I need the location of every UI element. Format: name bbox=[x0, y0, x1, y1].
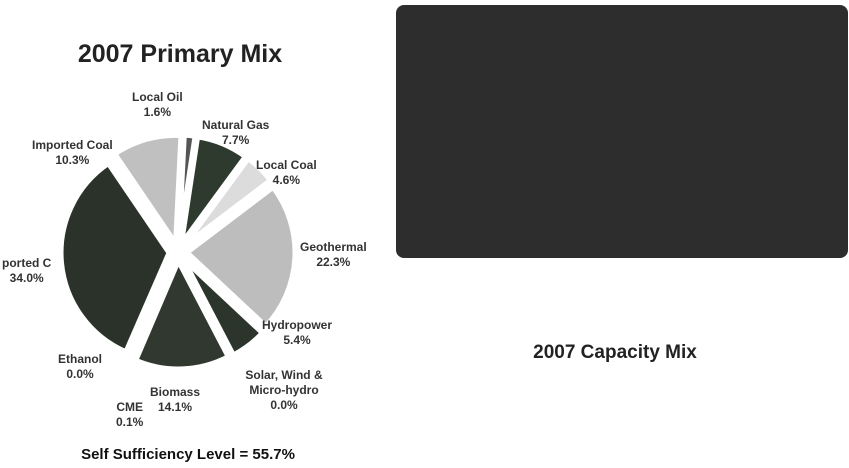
self-sufficiency-footer: Self Sufficiency Level = 55.7% bbox=[81, 446, 295, 463]
pie-slice-hydropower bbox=[181, 257, 266, 359]
label-natural-gas: Natural Gas 7.7% bbox=[202, 118, 270, 147]
pie-slice-ported-c bbox=[58, 160, 172, 356]
label-imported-coal: Imported Coal 10.3% bbox=[32, 138, 113, 167]
label-local-coal: Local Coal 4.6% bbox=[256, 158, 317, 187]
pie-slice-natural-gas bbox=[178, 134, 249, 246]
pie-slice-local-coal bbox=[182, 155, 274, 248]
label-geothermal: Geothermal 22.3% bbox=[300, 240, 367, 269]
label-ethanol: Ethanol 0.0% bbox=[58, 352, 102, 381]
pie-slice-imported-coal bbox=[111, 132, 184, 251]
label-solar-wind-microhydro: Solar, Wind & Micro-hydro 0.0% bbox=[245, 368, 323, 412]
label-biomass: Biomass 14.1% bbox=[150, 385, 201, 414]
label-cme: CME 0.1% bbox=[116, 400, 144, 429]
pie-slice-geothermal bbox=[183, 183, 298, 330]
capacity-mix-title: 2007 Capacity Mix bbox=[533, 342, 697, 363]
pie-slice-biomass bbox=[132, 255, 232, 372]
primary-mix-title: 2007 Primary Mix bbox=[77, 40, 283, 68]
capacity-mix-image-area bbox=[396, 5, 848, 258]
label-imported-oil: ported C 34.0% bbox=[2, 256, 52, 285]
label-local-oil: Local Oil 1.6% bbox=[132, 90, 183, 119]
label-hydropower: Hydropower 5.4% bbox=[262, 318, 333, 347]
pie-slice-cme bbox=[127, 259, 177, 363]
pie-slice-local-oil bbox=[176, 132, 198, 244]
